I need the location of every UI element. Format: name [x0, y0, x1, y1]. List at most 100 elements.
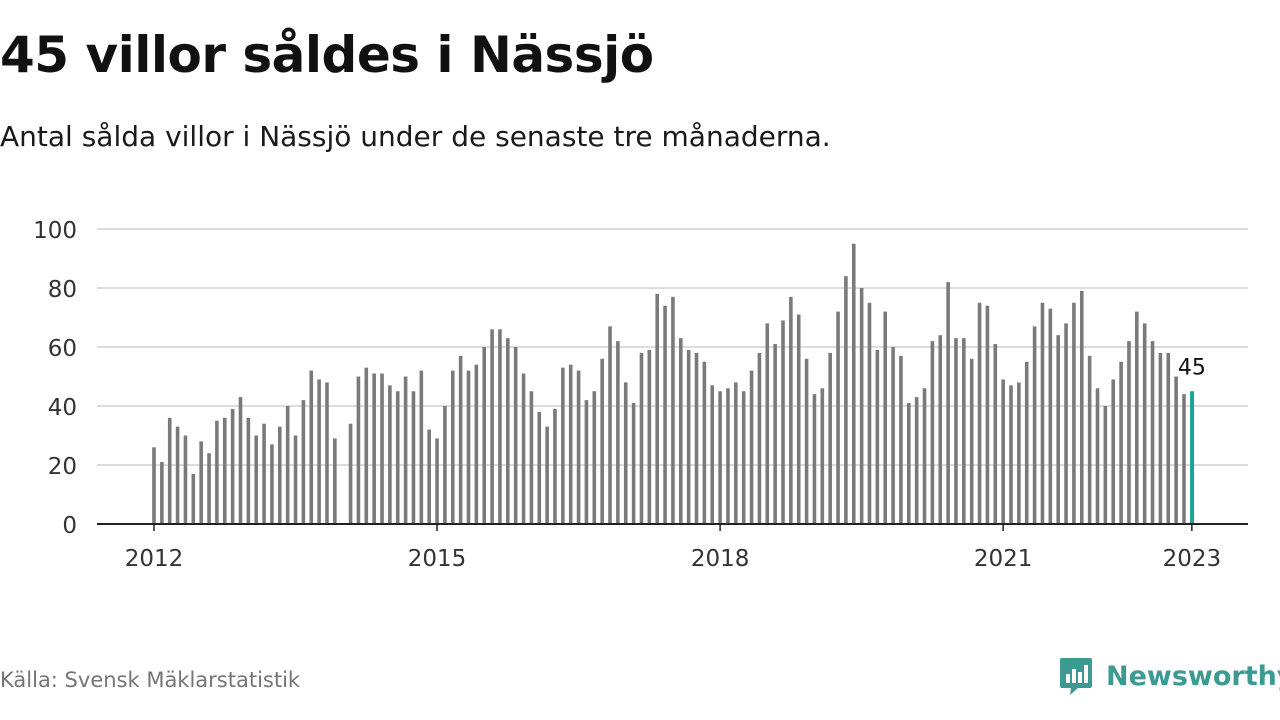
- bar: [1017, 382, 1021, 524]
- bar: [1166, 352, 1171, 524]
- bar: [293, 435, 298, 524]
- bar: [584, 400, 589, 524]
- bar: [411, 391, 416, 524]
- bar: [741, 391, 746, 524]
- bar: [663, 305, 667, 524]
- brand-logo[interactable]: Newsworthy: [1058, 654, 1280, 698]
- bar: [993, 344, 998, 524]
- bar: [348, 423, 353, 524]
- bar: [844, 276, 848, 524]
- bar: [183, 435, 188, 524]
- bar: [592, 391, 597, 524]
- bar: [553, 408, 557, 524]
- bar: [246, 417, 251, 524]
- bar: [891, 347, 895, 524]
- bar: [160, 462, 164, 524]
- bar: [1001, 379, 1005, 524]
- bar: [930, 341, 935, 524]
- bar: [1072, 302, 1076, 524]
- bar: [671, 296, 675, 524]
- highlight-bar: [1190, 391, 1195, 524]
- bar: [285, 406, 290, 524]
- bar: [1095, 388, 1100, 524]
- x-tick-label: 2015: [408, 546, 467, 572]
- bar: [608, 326, 612, 524]
- bar: [466, 370, 471, 524]
- bar: [427, 429, 431, 524]
- y-tick-label: 0: [62, 513, 77, 539]
- bar: [899, 355, 903, 524]
- bar: [301, 400, 306, 524]
- bar: [946, 282, 950, 524]
- bar: [270, 444, 274, 524]
- bar: [1111, 379, 1116, 524]
- bar: [521, 373, 526, 524]
- y-tick-label: 40: [48, 395, 77, 421]
- bar: [1174, 376, 1178, 524]
- bar: [356, 376, 361, 524]
- bar: [545, 426, 549, 524]
- bar: [639, 352, 644, 524]
- bar: [333, 438, 337, 524]
- bar: [812, 394, 817, 524]
- bar: [435, 438, 439, 524]
- bar: [278, 426, 282, 524]
- bar: [380, 373, 384, 524]
- bar: [317, 379, 321, 524]
- bar: [325, 382, 329, 524]
- bar: [443, 406, 447, 524]
- bar: [623, 382, 628, 524]
- x-tick-label: 2018: [691, 546, 750, 572]
- bar: [474, 364, 479, 524]
- bar: [482, 347, 487, 524]
- bar: [1032, 326, 1037, 524]
- bar: [490, 329, 494, 524]
- bar: [419, 370, 424, 524]
- bar: [403, 376, 408, 524]
- y-tick-label: 60: [48, 336, 77, 362]
- bar: [655, 293, 659, 524]
- bar: [254, 435, 259, 524]
- bar: [561, 367, 565, 524]
- bar: [985, 305, 990, 524]
- bar: [836, 311, 840, 524]
- bar: [600, 358, 604, 524]
- bar: [513, 347, 518, 524]
- bar: [804, 358, 809, 524]
- bar: [238, 397, 243, 524]
- bar: [498, 329, 502, 524]
- bar: [262, 423, 266, 524]
- bar: [1182, 394, 1186, 524]
- bar: [749, 370, 754, 524]
- bar: [962, 338, 966, 524]
- bar: [616, 341, 620, 524]
- bar: [686, 349, 691, 524]
- chart-title: 45 villor såldes i Nässjö: [0, 26, 654, 84]
- bar: [907, 403, 911, 524]
- bar: [207, 453, 211, 524]
- bar: [152, 447, 156, 524]
- y-tick-label: 100: [33, 218, 77, 244]
- bar: [222, 417, 227, 524]
- bar: [1064, 323, 1068, 524]
- bar: [1079, 290, 1084, 524]
- source-note: Källa: Svensk Mäklarstatistik: [0, 668, 301, 692]
- bar: [726, 388, 730, 524]
- bar: [1150, 341, 1155, 524]
- y-tick-label: 20: [48, 454, 77, 480]
- bar: [395, 391, 400, 524]
- x-tick-label: 2023: [1163, 546, 1222, 572]
- bar: [1056, 335, 1060, 524]
- bar: [1009, 385, 1013, 524]
- bar: [568, 364, 573, 524]
- bar: [702, 361, 707, 524]
- bar: [576, 370, 581, 524]
- bar: [215, 420, 219, 524]
- bar: [757, 352, 762, 524]
- bar: [789, 296, 793, 524]
- bar: [977, 302, 982, 524]
- bar: [694, 352, 699, 524]
- bar: [191, 473, 196, 524]
- bar: [309, 370, 314, 524]
- y-tick-label: 80: [48, 277, 77, 303]
